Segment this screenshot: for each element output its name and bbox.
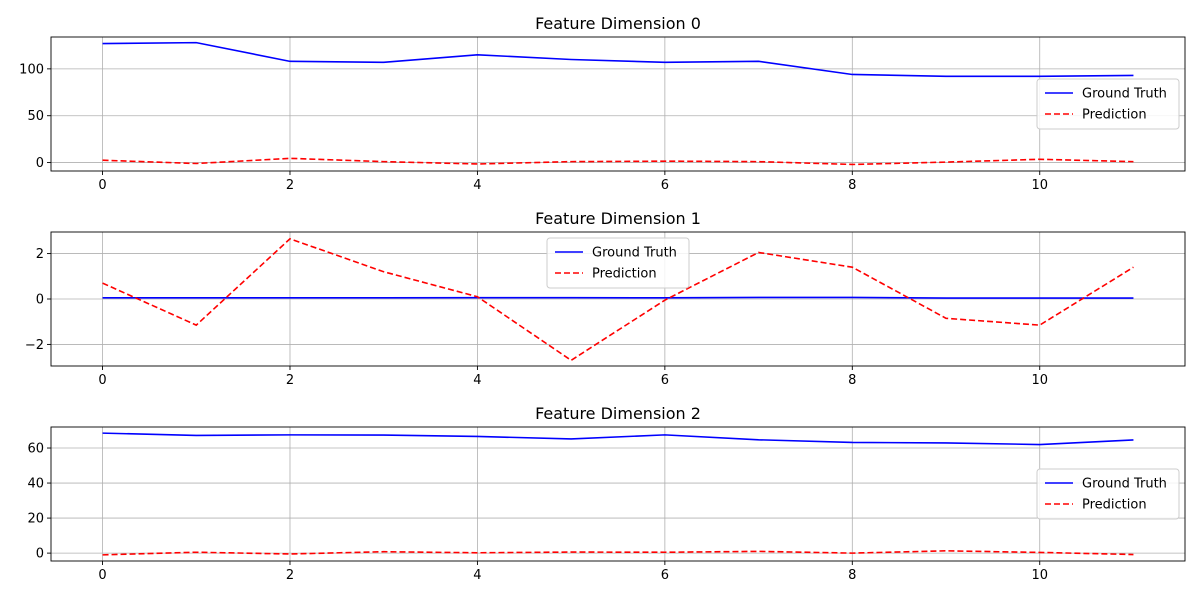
y-tick-label: −2 xyxy=(25,338,44,353)
chart-title: Feature Dimension 0 xyxy=(535,14,701,33)
y-tick-label: 0 xyxy=(36,293,44,308)
series-line-prediction xyxy=(102,157,1134,166)
legend-label: Prediction xyxy=(1082,108,1147,123)
x-tick-label: 6 xyxy=(661,178,669,193)
legend: Ground Truth Prediction xyxy=(1036,78,1180,130)
legend-label: Ground Truth xyxy=(1082,87,1167,102)
y-tick-label: 2 xyxy=(36,247,44,262)
y-tick-label: 60 xyxy=(27,442,44,457)
series-line-ground-truth xyxy=(102,41,1134,78)
y-tick-label: 0 xyxy=(36,547,44,562)
x-tick-label: 8 xyxy=(848,178,856,193)
series-line-ground-truth xyxy=(102,296,1134,299)
legend-box xyxy=(1036,468,1180,520)
series-line-prediction xyxy=(102,550,1134,556)
y-tick-label: 50 xyxy=(27,109,44,124)
y-tick-label: 0 xyxy=(36,156,44,171)
x-tick-label: 8 xyxy=(848,373,856,388)
series-line-ground-truth xyxy=(102,432,1134,446)
subplot-2: Feature Dimension 2 0 2 4 6 8 10 0 20 40 60 Ground … xyxy=(27,404,1186,583)
x-tick-label: 2 xyxy=(286,373,294,388)
x-tick-label: 4 xyxy=(473,568,481,583)
chart-title: Feature Dimension 1 xyxy=(535,209,701,228)
legend-label: Prediction xyxy=(592,267,657,282)
x-tick-label: 10 xyxy=(1031,373,1048,388)
series-line-prediction xyxy=(102,237,1134,362)
axes-frame xyxy=(50,36,1186,172)
subplot-1: Feature Dimension 1 0 2 4 6 8 10 −2 0 2 Ground Tru… xyxy=(25,209,1186,388)
x-tick-label: 0 xyxy=(98,568,106,583)
y-tick-label: 100 xyxy=(19,62,44,77)
legend-box xyxy=(1036,78,1180,130)
x-tick-label: 6 xyxy=(661,373,669,388)
x-tick-label: 4 xyxy=(473,178,481,193)
chart-title: Feature Dimension 2 xyxy=(535,404,701,423)
x-tick-label: 4 xyxy=(473,373,481,388)
legend-label: Ground Truth xyxy=(1082,477,1167,492)
x-tick-label: 2 xyxy=(286,568,294,583)
y-tick-label: 20 xyxy=(27,512,44,527)
legend: Ground Truth Prediction xyxy=(1036,468,1180,520)
legend: Ground Truth Prediction xyxy=(546,237,690,289)
legend-label: Prediction xyxy=(1082,498,1147,513)
legend-label: Ground Truth xyxy=(592,246,677,261)
legend-box xyxy=(546,237,690,289)
x-tick-label: 0 xyxy=(98,373,106,388)
x-tick-label: 10 xyxy=(1031,178,1048,193)
x-tick-label: 0 xyxy=(98,178,106,193)
y-tick-label: 40 xyxy=(27,477,44,492)
axes-frame xyxy=(50,426,1186,562)
x-tick-label: 8 xyxy=(848,568,856,583)
x-tick-label: 6 xyxy=(661,568,669,583)
x-tick-label: 10 xyxy=(1031,568,1048,583)
x-tick-label: 2 xyxy=(286,178,294,193)
